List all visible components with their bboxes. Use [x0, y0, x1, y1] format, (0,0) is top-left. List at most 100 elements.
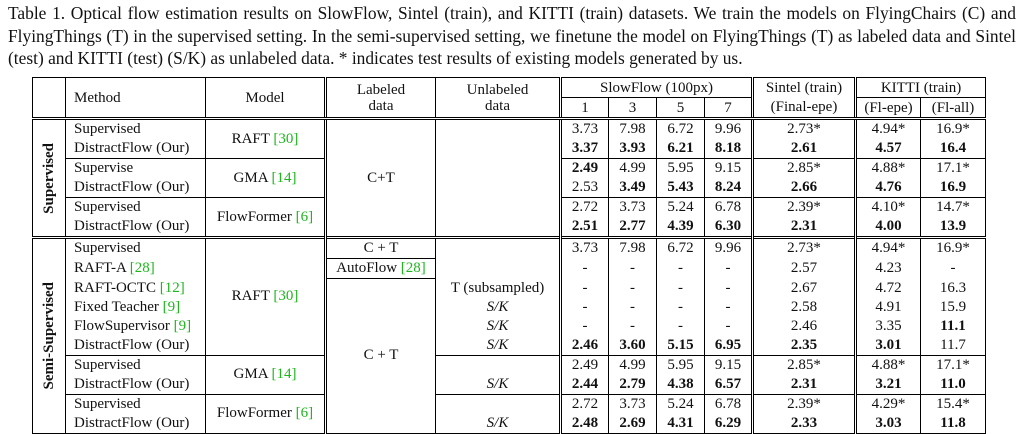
cell-text: GMA [233, 169, 268, 186]
table-row: 1 3 5 7 (Final-epe) (Fl-epe) (Fl-all) [33, 97, 986, 120]
value-cell: 7.98 [608, 118, 657, 139]
cell-text: [14] [271, 169, 297, 186]
table-cell: SlowFlow (100px) [559, 77, 753, 98]
value-cell: 6.72 [656, 118, 705, 139]
group-label: Semi-Supervised [40, 281, 57, 390]
value-cell: 3.37 [559, 139, 609, 159]
table-cell: S/K [435, 335, 561, 355]
value-cell: 11.7 [919, 335, 986, 355]
value-cell: 3.73 [608, 197, 657, 217]
value-cell: 5.24 [656, 393, 705, 414]
table-cell: Supervised [65, 197, 206, 217]
value-cell: 4.38 [656, 374, 705, 394]
value-cell: - [559, 316, 609, 336]
value-cell: 4.91 [854, 297, 921, 317]
table-cell: Supervised [65, 236, 206, 259]
table-cell: Sintel (train) [751, 77, 856, 98]
value-cell: 2.39* [751, 197, 856, 217]
value-cell: 3.01 [854, 335, 921, 355]
value-cell: 13.9 [919, 217, 986, 238]
table-cell: Semi-Supervised [32, 236, 66, 433]
table-row: RAFT-A [28] AutoFlow [28] - - - -2.57 4.23- [33, 258, 986, 279]
table-cell [435, 354, 561, 375]
value-cell: 5.24 [656, 197, 705, 217]
table-cell: FlowFormer [6] [205, 393, 326, 433]
value-cell: 17.1* [919, 354, 986, 375]
value-cell: 16.9* [919, 236, 986, 259]
value-cell: 9.96 [704, 236, 753, 259]
value-cell: 3.73 [559, 118, 609, 139]
value-cell: 17.1* [919, 158, 986, 178]
thead: Method Model Labeled data Unlabeled data… [32, 77, 986, 120]
cell-text: [30] [273, 288, 299, 305]
table-cell: GMA [14] [205, 158, 326, 198]
value-cell: 4.94* [854, 118, 921, 139]
table-cell: C + T [324, 278, 436, 433]
group-label: Supervised [40, 142, 57, 214]
table-row: Supervised FlowFormer [6] 2.72 3.73 5.24 6.… [33, 393, 986, 433]
value-cell: 2.66 [751, 178, 856, 198]
value-cell: 2.35 [751, 335, 856, 355]
value-cell: - [656, 316, 705, 336]
value-cell: 3.93 [608, 139, 657, 159]
value-cell: - [704, 297, 753, 317]
value-cell: 7.98 [608, 236, 657, 259]
value-cell: 3.21 [854, 374, 921, 394]
table-row: Supervised GMA [14] 2.49 4.99 5.95 9.15 2.85… [33, 354, 986, 394]
value-cell: 2.67 [751, 278, 856, 298]
value-cell: - [704, 316, 753, 336]
value-cell: 6.57 [704, 374, 753, 394]
table-cell: Method [65, 77, 206, 120]
table-cell: DistractFlow (Our) [65, 374, 206, 394]
table-cell: Supervised [65, 118, 206, 139]
value-cell: 4.76 [854, 178, 921, 198]
table-row: Supervised Supervised RAFT [30] C+T 3.73… [33, 118, 986, 238]
table-cell: 3 [608, 97, 657, 120]
table-cell: (Fl-all) [919, 97, 986, 120]
table-row: DistractFlow (Our) 2.53 3.49 5.43 8.24 2.66 4… [33, 178, 986, 198]
table-cell: FlowSupervisor [9] [65, 316, 206, 336]
cell-text: RAFT-OCTC [74, 279, 156, 296]
value-cell: 16.3 [919, 278, 986, 298]
table-cell: Supervised [65, 393, 206, 414]
value-cell: 2.77 [608, 217, 657, 238]
value-cell: - [919, 258, 986, 279]
value-cell: 4.99 [608, 354, 657, 375]
value-cell: 2.46 [751, 316, 856, 336]
table-cell: GMA [14] [205, 354, 326, 394]
value-cell: 9.15 [704, 354, 753, 375]
table-cell: DistractFlow (Our) [65, 335, 206, 355]
cell-text: AutoFlow [336, 260, 398, 276]
value-cell: 5.95 [656, 158, 705, 178]
value-cell: - [559, 258, 609, 279]
cell-text: [9] [173, 317, 192, 334]
table-cell [32, 77, 66, 120]
table-cell: S/K [435, 374, 561, 394]
table-row: FlowSupervisor [9] S/K - - - -2.46 3.35 11.1 [33, 316, 986, 336]
value-cell: 5.15 [656, 335, 705, 355]
value-cell: 4.94* [854, 236, 921, 259]
cell-text: FlowFormer [216, 405, 292, 421]
value-cell: 2.61 [751, 139, 856, 159]
value-cell: 6.21 [656, 139, 705, 159]
value-cell: 2.53 [559, 178, 609, 198]
table-cell: RAFT-OCTC [12] [65, 278, 206, 298]
cell-text: [6] [295, 405, 314, 421]
table-cell [435, 118, 561, 238]
value-cell: 3.73 [559, 236, 609, 259]
value-cell: 2.69 [608, 413, 657, 433]
table-row: DistractFlow (Our) 2.51 2.77 4.39 6.30 2.31 4… [33, 217, 986, 238]
value-cell: 11.8 [919, 413, 986, 433]
table-cell: Supervise [65, 158, 206, 178]
value-cell: - [608, 278, 657, 298]
value-cell: 4.10* [854, 197, 921, 217]
cell-text: Unlabeled data [466, 81, 529, 114]
table-cell: (Fl-epe) [854, 97, 921, 120]
tbody: Supervised Supervised RAFT [30] C+T 3.73… [32, 118, 986, 433]
value-cell: - [559, 297, 609, 317]
table-cell: Unlabeled data [435, 77, 561, 120]
value-cell: 4.88* [854, 158, 921, 178]
value-cell: 2.48 [559, 413, 609, 433]
value-cell: 2.44 [559, 374, 609, 394]
